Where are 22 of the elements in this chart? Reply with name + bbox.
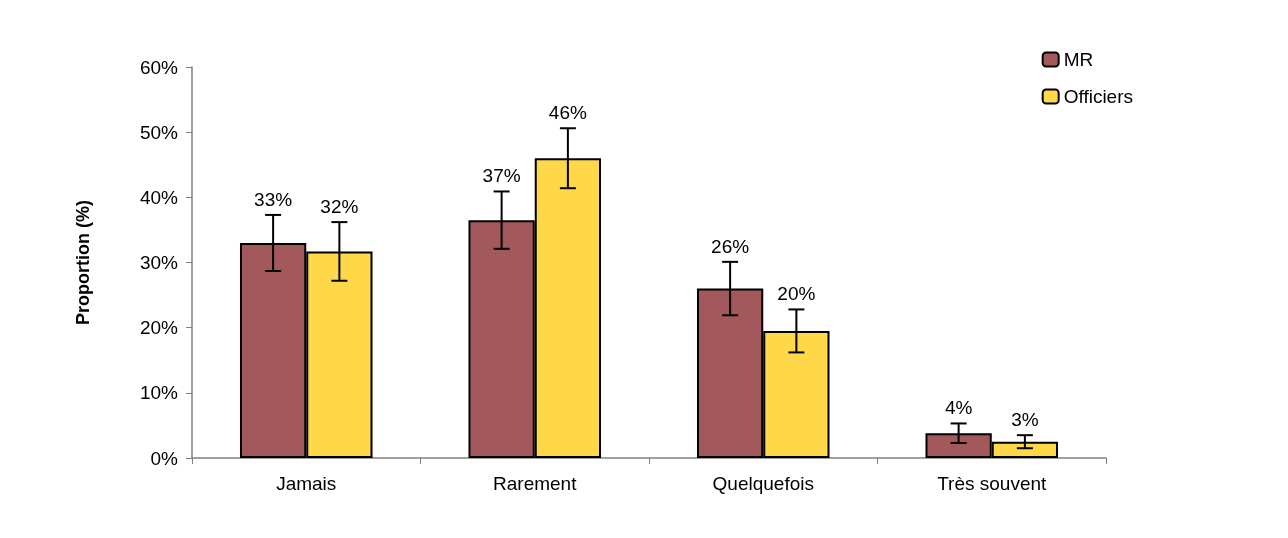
x-tick-label: Jamais bbox=[276, 473, 337, 494]
y-tick-label: 30% bbox=[139, 252, 179, 273]
y-tick-label: 50% bbox=[139, 121, 179, 143]
data-label: 46% bbox=[548, 102, 587, 124]
data-label: 20% bbox=[777, 283, 816, 305]
data-label: 32% bbox=[320, 196, 359, 218]
y-tick-label: 10% bbox=[139, 382, 179, 404]
data-label: 3% bbox=[1011, 409, 1039, 431]
data-label: 4% bbox=[944, 397, 973, 419]
y-tick-label: 40% bbox=[139, 186, 179, 208]
y-tick-label: 20% bbox=[139, 317, 179, 339]
y-axis-title: Proportion (%) bbox=[73, 200, 93, 325]
x-tick-label: Quelquefois bbox=[712, 473, 814, 494]
legend-label: Officiers bbox=[1063, 86, 1134, 107]
x-tick-label: Très souvent bbox=[937, 473, 1048, 494]
data-label: 26% bbox=[711, 235, 750, 257]
y-tick-label: 60% bbox=[139, 56, 179, 78]
x-tick-label: Rarement bbox=[493, 473, 578, 494]
data-label: 37% bbox=[482, 165, 521, 187]
legend-label: MR bbox=[1063, 49, 1094, 70]
y-tick-label: 0% bbox=[150, 447, 179, 469]
data-label: 33% bbox=[254, 188, 293, 210]
